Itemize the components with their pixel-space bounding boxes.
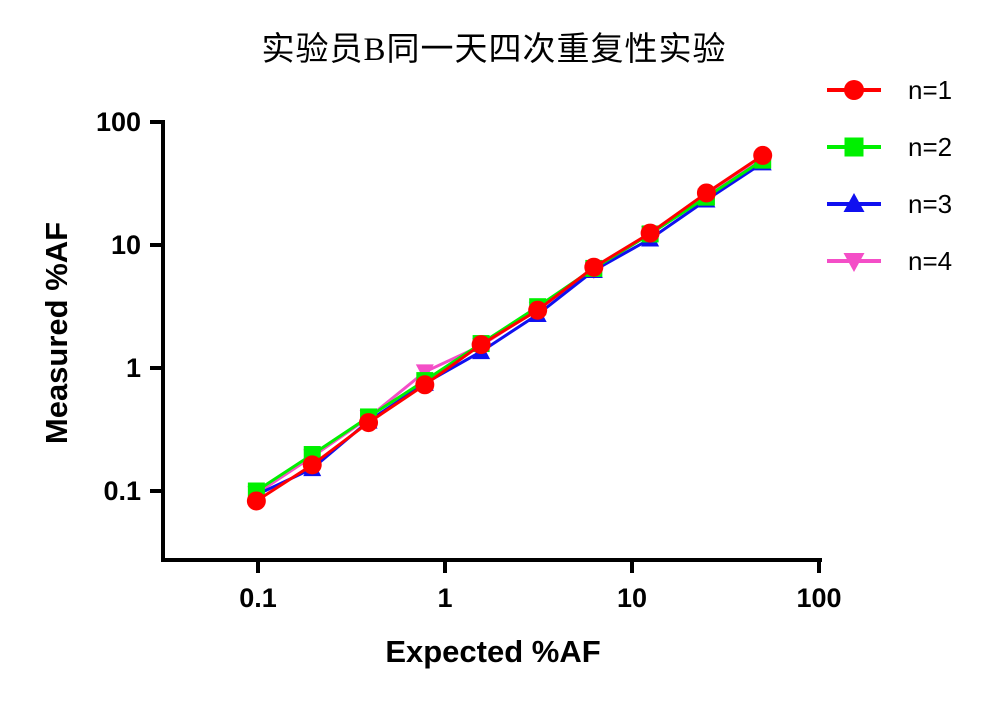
legend-item-n=1: n=1 [826, 68, 952, 112]
legend-square-marker [844, 137, 864, 157]
legend: n=1 n=2 n=3 n=4 [826, 68, 952, 296]
chart-title: 实验员B同一天四次重复性实验 [261, 32, 727, 68]
series-n=1-circle-marker [696, 183, 716, 203]
series-n=1-circle-marker [359, 413, 379, 433]
legend-item-n=4: n=4 [826, 239, 952, 283]
series-n=1-circle-marker [584, 257, 604, 277]
series-line-n=2 [255, 158, 764, 493]
series-n=1-circle-marker [302, 455, 322, 475]
x-tick-label: 10 [617, 583, 647, 613]
series-line-n=1 [255, 154, 764, 503]
triangle-down-icon [827, 253, 881, 272]
series-n=1-circle-marker [415, 375, 435, 395]
y-tick-label: 0.1 [103, 476, 141, 506]
series-n=1-circle-marker [246, 491, 266, 511]
y-tick-label: 100 [96, 107, 141, 137]
legend-item-n=2: n=2 [826, 125, 952, 169]
x-axis-title: Expected %AF [385, 634, 601, 669]
square-icon [827, 137, 881, 157]
legend-label: n=3 [908, 189, 953, 219]
y-axis-title: Measured %AF [39, 221, 74, 445]
legend-label: n=4 [908, 246, 953, 276]
series-n=1-circle-marker [753, 145, 773, 165]
legend-triangle-up-marker [843, 193, 865, 212]
legend-triangle-down-marker [843, 253, 865, 272]
triangle-up-icon [827, 193, 881, 212]
x-tick-label: 0.1 [239, 583, 277, 613]
series-n=1-circle-marker [640, 223, 660, 243]
x-tick-label: 1 [437, 583, 452, 613]
y-tick-label: 1 [126, 353, 141, 383]
legend-label: n=2 [908, 132, 953, 162]
y-tick-label: 10 [111, 230, 141, 260]
circle-icon [827, 80, 881, 100]
x-tick-label: 100 [796, 583, 841, 613]
legend-label: n=1 [908, 75, 953, 105]
legend-circle-marker [844, 80, 864, 100]
series-n=1-circle-marker [471, 335, 491, 355]
series-n=1-circle-marker [528, 300, 548, 320]
legend-item-n=3: n=3 [826, 182, 952, 226]
